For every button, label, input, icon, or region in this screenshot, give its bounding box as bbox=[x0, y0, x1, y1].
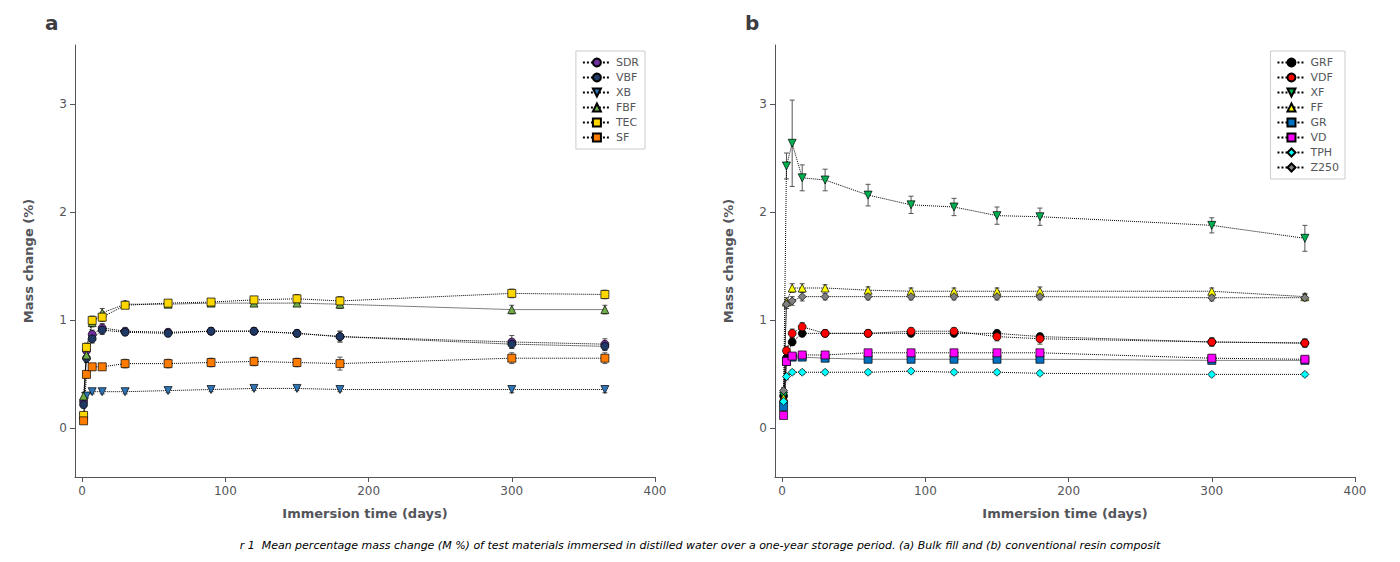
svg-text:0: 0 bbox=[778, 484, 786, 498]
svg-text:SF: SF bbox=[616, 131, 629, 144]
svg-text:TEC: TEC bbox=[615, 116, 638, 129]
svg-text:FBF: FBF bbox=[616, 101, 636, 114]
svg-text:Mass change (%): Mass change (%) bbox=[721, 199, 736, 323]
svg-text:Z250: Z250 bbox=[1310, 161, 1339, 174]
svg-text:100: 100 bbox=[914, 484, 937, 498]
svg-text:Immersion time (days): Immersion time (days) bbox=[282, 506, 447, 521]
svg-text:1: 1 bbox=[759, 313, 767, 327]
svg-text:GRF: GRF bbox=[1310, 56, 1333, 69]
svg-text:3: 3 bbox=[759, 97, 767, 111]
svg-text:0: 0 bbox=[759, 421, 767, 435]
svg-text:b: b bbox=[745, 11, 759, 35]
svg-text:VDF: VDF bbox=[1310, 71, 1332, 84]
svg-text:GR: GR bbox=[1310, 116, 1327, 129]
svg-text:SDR: SDR bbox=[616, 56, 639, 69]
svg-text:FF: FF bbox=[1310, 101, 1323, 114]
svg-text:0: 0 bbox=[59, 421, 67, 435]
svg-text:1: 1 bbox=[59, 313, 67, 327]
svg-text:0: 0 bbox=[78, 484, 86, 498]
svg-text:2: 2 bbox=[59, 205, 67, 219]
svg-text:300: 300 bbox=[1200, 484, 1223, 498]
svg-text:400: 400 bbox=[644, 484, 667, 498]
svg-text:a: a bbox=[45, 11, 59, 35]
svg-text:100: 100 bbox=[214, 484, 237, 498]
svg-text:200: 200 bbox=[1057, 484, 1080, 498]
svg-text:VBF: VBF bbox=[616, 71, 637, 84]
svg-text:VD: VD bbox=[1310, 131, 1326, 144]
svg-text:XB: XB bbox=[616, 86, 631, 99]
svg-text:2: 2 bbox=[759, 205, 767, 219]
svg-text:300: 300 bbox=[500, 484, 523, 498]
svg-text:XF: XF bbox=[1310, 86, 1324, 99]
svg-text:3: 3 bbox=[59, 97, 67, 111]
svg-text:TPH: TPH bbox=[1309, 146, 1332, 159]
svg-text:Immersion time (days): Immersion time (days) bbox=[982, 506, 1147, 521]
svg-text:400: 400 bbox=[1344, 484, 1367, 498]
svg-text:r 1 Mean percentage mass chan: r 1 Mean percentage mass change (M %) of… bbox=[240, 539, 1161, 552]
svg-text:Mass change (%): Mass change (%) bbox=[21, 199, 36, 323]
svg-text:200: 200 bbox=[357, 484, 380, 498]
